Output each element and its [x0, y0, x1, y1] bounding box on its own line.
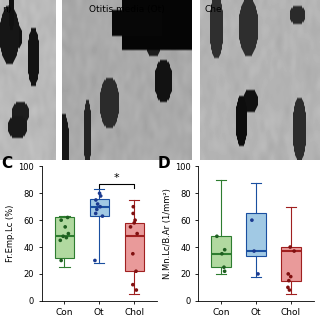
Point: [221, 265, 227, 270]
Point: [288, 274, 293, 279]
Y-axis label: Fr.Emp.Lc (%): Fr.Emp.Lc (%): [6, 205, 15, 262]
Point: [286, 278, 292, 283]
Bar: [124, 223, 144, 271]
Point: [288, 244, 293, 250]
Bar: [246, 213, 266, 256]
Point: [133, 269, 139, 274]
Point: [92, 258, 98, 263]
Y-axis label: N.Mn.Lc/B.Ar (1/mm²): N.Mn.Lc/B.Ar (1/mm²): [163, 188, 172, 279]
Point: [60, 234, 66, 239]
Text: Che: Che: [205, 5, 222, 14]
Bar: [90, 199, 109, 216]
Point: [97, 191, 102, 196]
Point: [135, 231, 140, 236]
Point: [222, 247, 227, 252]
Point: [292, 249, 297, 254]
Point: [66, 231, 71, 236]
Point: [222, 269, 227, 274]
Point: [132, 218, 138, 223]
Point: [94, 207, 100, 212]
Text: *: *: [114, 173, 119, 183]
Point: [98, 204, 103, 209]
Point: [98, 193, 103, 198]
Point: [286, 271, 291, 276]
Point: [58, 238, 63, 243]
Point: [93, 211, 98, 216]
Point: [219, 251, 224, 256]
Point: [93, 197, 99, 203]
Point: [134, 287, 139, 292]
Bar: [281, 247, 300, 281]
Point: [252, 249, 257, 254]
Point: [63, 224, 68, 229]
Point: [214, 234, 220, 239]
Point: [285, 285, 291, 290]
Point: [59, 258, 64, 263]
Text: Otitis media (Ot): Otitis media (Ot): [89, 5, 165, 14]
Point: [65, 215, 70, 220]
Point: [100, 213, 105, 219]
Text: D: D: [158, 156, 171, 171]
Point: [130, 251, 135, 256]
Text: n): n): [2, 5, 12, 14]
Point: [64, 235, 69, 240]
Point: [131, 204, 136, 209]
Bar: [212, 236, 231, 267]
Point: [249, 218, 254, 223]
Point: [59, 218, 64, 223]
Point: [95, 202, 100, 207]
Point: [130, 282, 135, 287]
Point: [131, 211, 136, 216]
Text: C: C: [1, 156, 12, 171]
Point: [132, 220, 137, 225]
Point: [255, 271, 260, 276]
Point: [128, 224, 133, 229]
Point: [287, 287, 292, 292]
Bar: [55, 218, 74, 258]
